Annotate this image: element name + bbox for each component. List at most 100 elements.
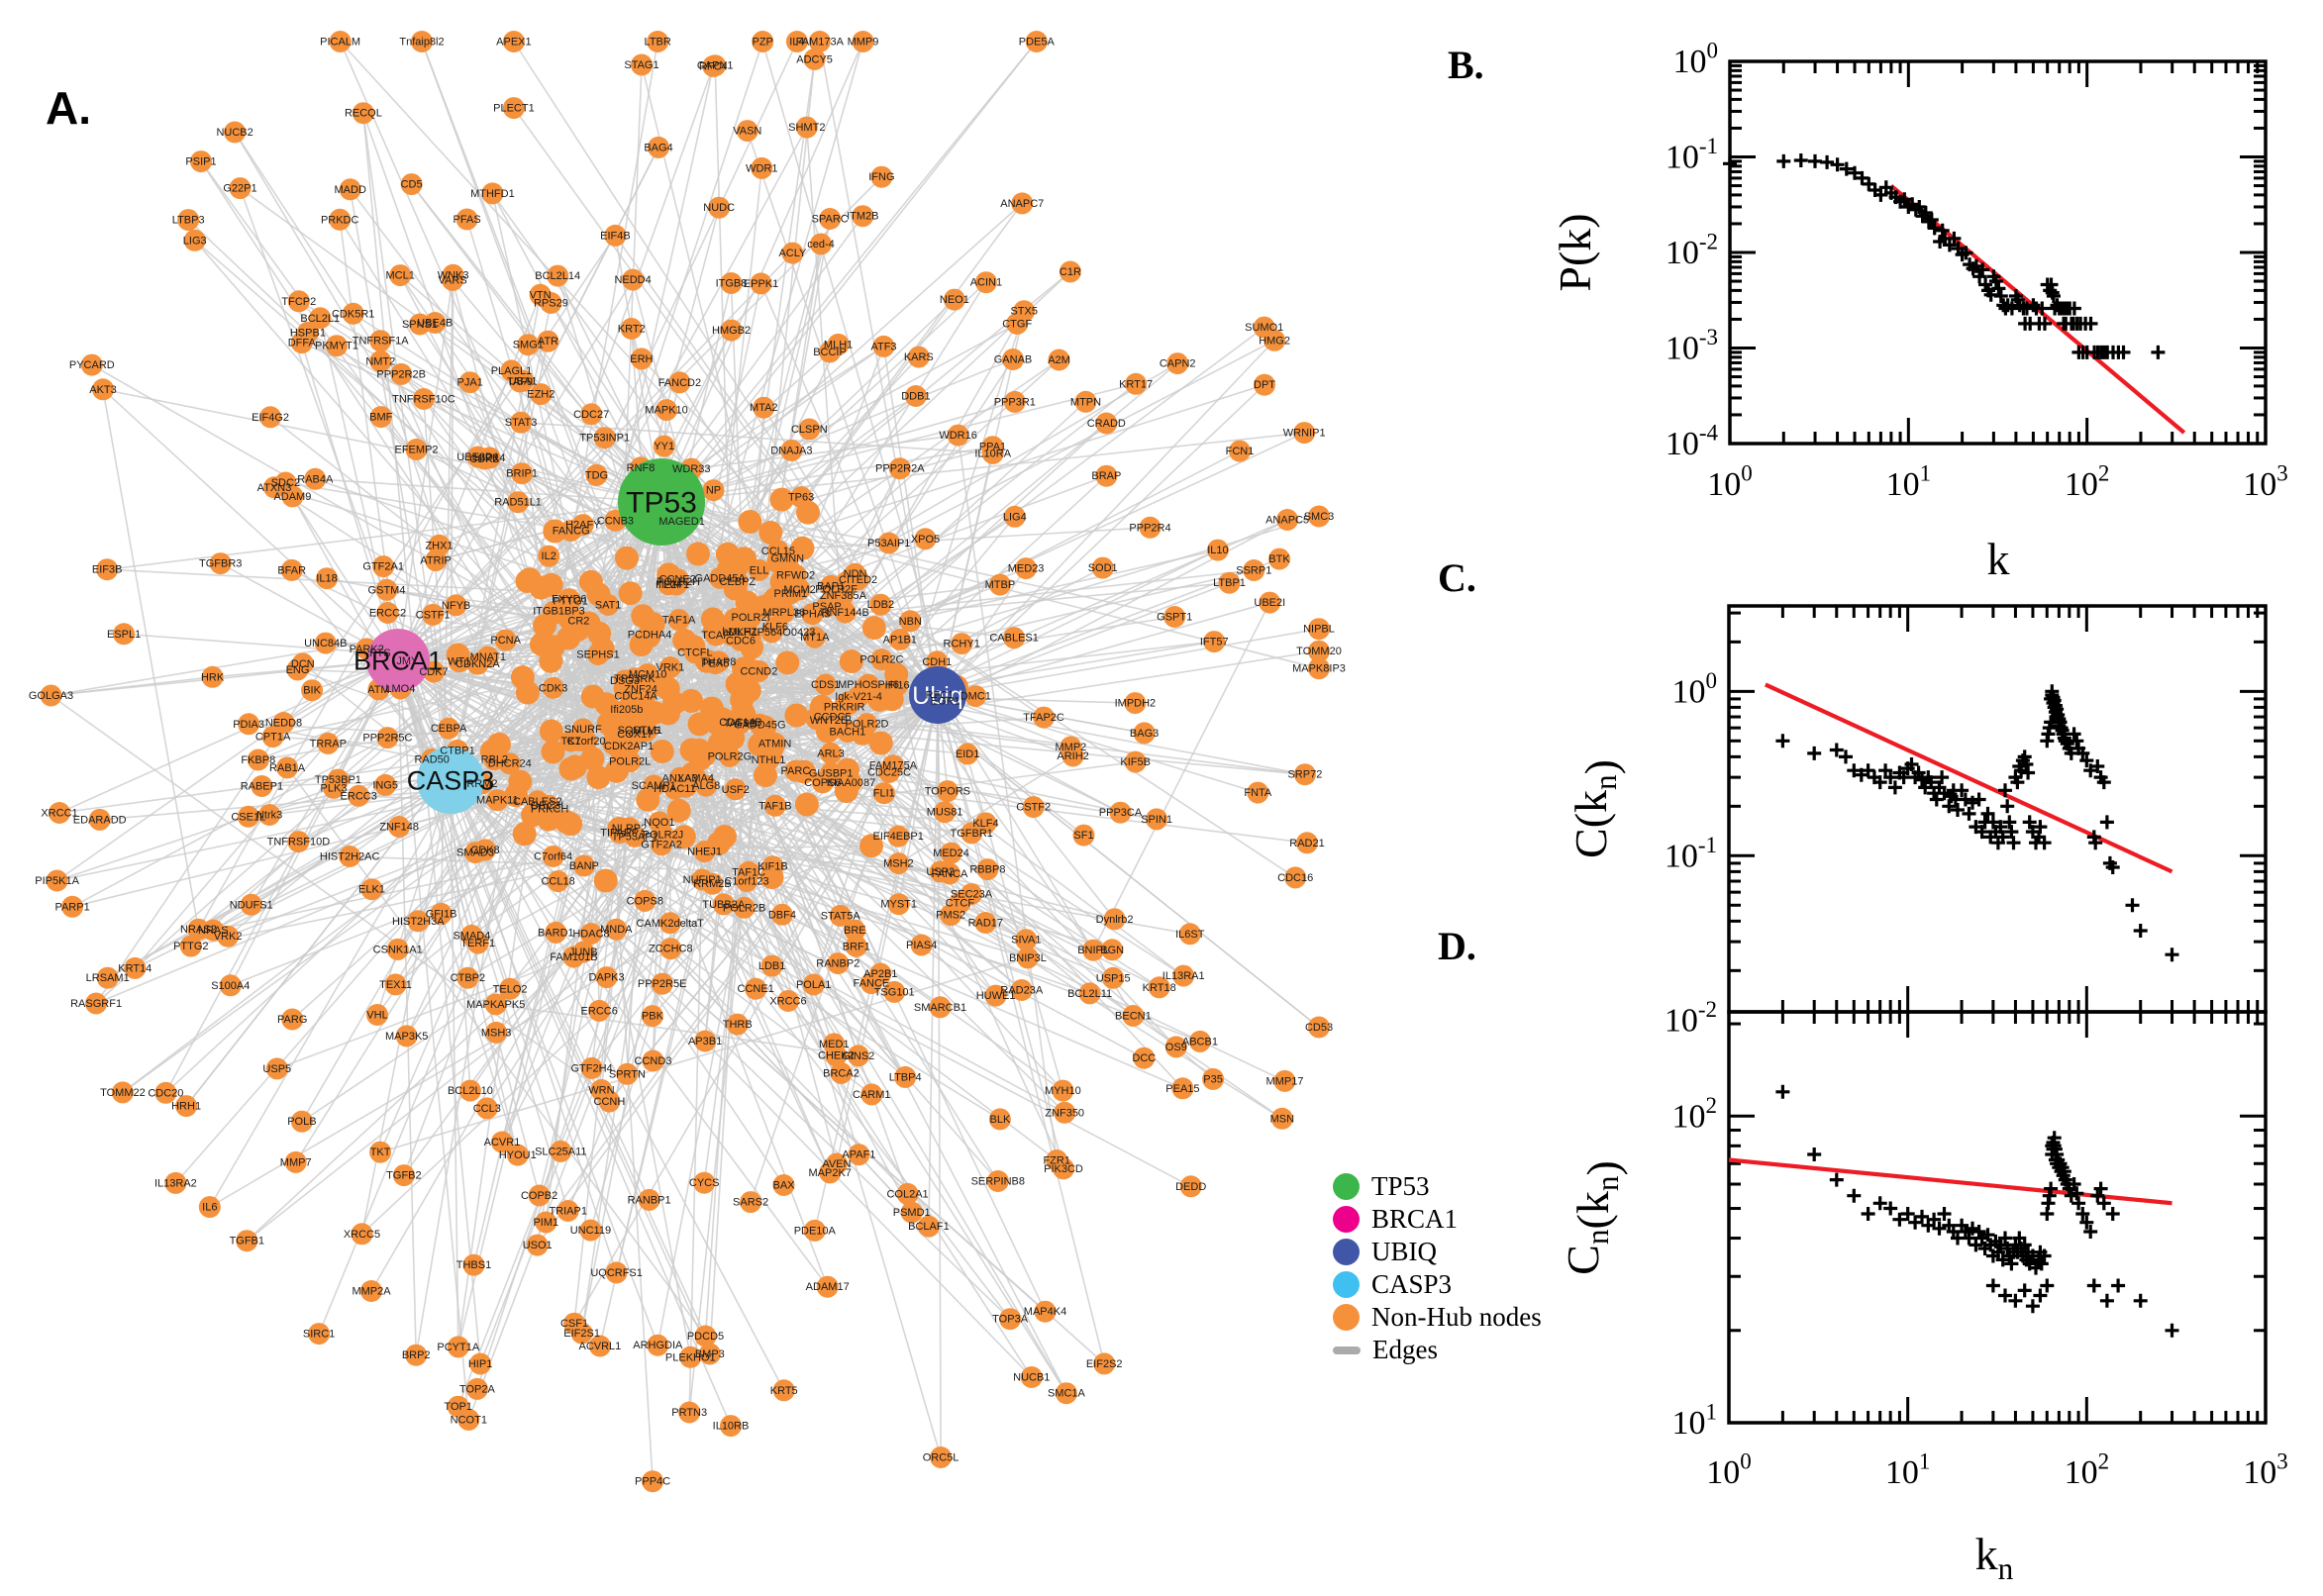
- network-node: [491, 1131, 513, 1153]
- network-node-label: MNDA: [600, 924, 633, 936]
- axis-tick-label: 100: [1707, 461, 1753, 503]
- network-node: [758, 520, 783, 545]
- network-node: [964, 685, 987, 708]
- network-node: [704, 652, 727, 675]
- network-node: [1270, 1107, 1293, 1130]
- network-node-label: VRK1: [656, 662, 685, 674]
- network-node-label: MT1A: [800, 632, 830, 644]
- network-node: [870, 165, 893, 188]
- network-node: [1072, 824, 1095, 847]
- network-node-label: POLR2J: [643, 829, 684, 841]
- network-node-label: Ifi205b: [610, 704, 643, 716]
- network-node: [1296, 832, 1318, 854]
- plot-frame: [1728, 59, 2268, 446]
- plot-frame: [1727, 604, 2268, 1014]
- network-node: [894, 1065, 917, 1088]
- network-node: [438, 717, 460, 740]
- network-node: [772, 1174, 795, 1196]
- network-node: [422, 603, 445, 626]
- network-node: [667, 609, 690, 632]
- axis-ticks: [1727, 606, 2268, 1012]
- network-node: [46, 869, 68, 892]
- network-node: [323, 776, 345, 799]
- network-node: [740, 1191, 762, 1214]
- network-node: [869, 593, 892, 616]
- network-node: [861, 616, 886, 641]
- network-node: [637, 663, 659, 685]
- network-node-label: USF2: [722, 784, 750, 796]
- network-node: [775, 650, 800, 675]
- network-node-label: TAF1C: [732, 866, 765, 878]
- network-node: [738, 510, 762, 534]
- network-node: [1206, 539, 1229, 561]
- network-node: [726, 1013, 749, 1036]
- network-node: [748, 659, 770, 682]
- network-node: [976, 858, 999, 881]
- network-node: [694, 1325, 717, 1347]
- network-node-label: PSAP: [812, 601, 841, 613]
- network-node-label: BANP: [569, 860, 599, 872]
- network-node: [588, 999, 611, 1022]
- network-node-label: CDC14A: [614, 690, 657, 702]
- network-node: [605, 918, 628, 941]
- network-node: [726, 570, 749, 593]
- network-node: [957, 743, 979, 765]
- network-node: [914, 528, 937, 550]
- network-node: [512, 369, 535, 392]
- network-node: [1015, 557, 1038, 580]
- network-node: [1308, 640, 1330, 662]
- network-node: [698, 1343, 721, 1365]
- network-node: [642, 1049, 664, 1072]
- network-node: [580, 1056, 603, 1079]
- legend-item-casp3: CASP3: [1333, 1269, 1542, 1299]
- network-node: [224, 121, 247, 144]
- network-node-label: GMNN: [770, 553, 804, 565]
- network-node: [887, 852, 910, 875]
- axis-tick-label: 10-2: [1666, 230, 1718, 271]
- network-node-label: MAGED1: [658, 516, 704, 528]
- network-node: [705, 711, 730, 736]
- network-node: [608, 822, 631, 845]
- network-node: [662, 691, 686, 716]
- network-node: [899, 610, 922, 633]
- network-node: [1148, 976, 1170, 999]
- network-node: [974, 912, 997, 934]
- network-node: [507, 491, 530, 514]
- network-node: [709, 566, 732, 589]
- network-node: [485, 1021, 508, 1044]
- network-node: [647, 1334, 669, 1356]
- network-node-label: DKFZP564O0423: [729, 627, 815, 639]
- network-node: [376, 727, 399, 749]
- network-node: [535, 1211, 557, 1234]
- network-node: [85, 992, 108, 1015]
- network-node: [679, 1346, 702, 1368]
- network-node: [785, 31, 808, 52]
- network-node: [326, 335, 348, 357]
- network-node: [825, 1045, 848, 1067]
- network-node: [1015, 929, 1038, 951]
- network-legend: TP53 BRCA1 UBIQ CASP3 Non-Hub nodes Edge…: [1333, 1171, 1542, 1364]
- network-node: [585, 463, 608, 486]
- network-node: [708, 196, 731, 219]
- network-node: [808, 31, 831, 52]
- network-node: [1103, 908, 1126, 931]
- network-node: [784, 563, 807, 586]
- legend-item-nonhub: Non-Hub nodes: [1333, 1302, 1542, 1332]
- network-node: [447, 1395, 469, 1418]
- network-node: [802, 973, 825, 996]
- network-node-label: NUFIP1: [683, 874, 722, 886]
- network-node: [840, 771, 862, 794]
- network-node: [904, 385, 927, 407]
- network-node: [639, 623, 660, 646]
- axis-tick-label: 102: [1672, 1093, 1718, 1135]
- axis-tick-label: 102: [2065, 1449, 2110, 1491]
- network-node: [1164, 1036, 1187, 1058]
- panel-d-label: D.: [1438, 924, 1476, 968]
- network-node: [1308, 1016, 1330, 1039]
- network-node: [614, 669, 636, 692]
- network-node: [1093, 1352, 1116, 1375]
- network-node: [960, 883, 982, 906]
- brca1-swatch-icon: [1333, 1206, 1360, 1233]
- network-node: [547, 870, 569, 893]
- network-node: [1082, 939, 1105, 961]
